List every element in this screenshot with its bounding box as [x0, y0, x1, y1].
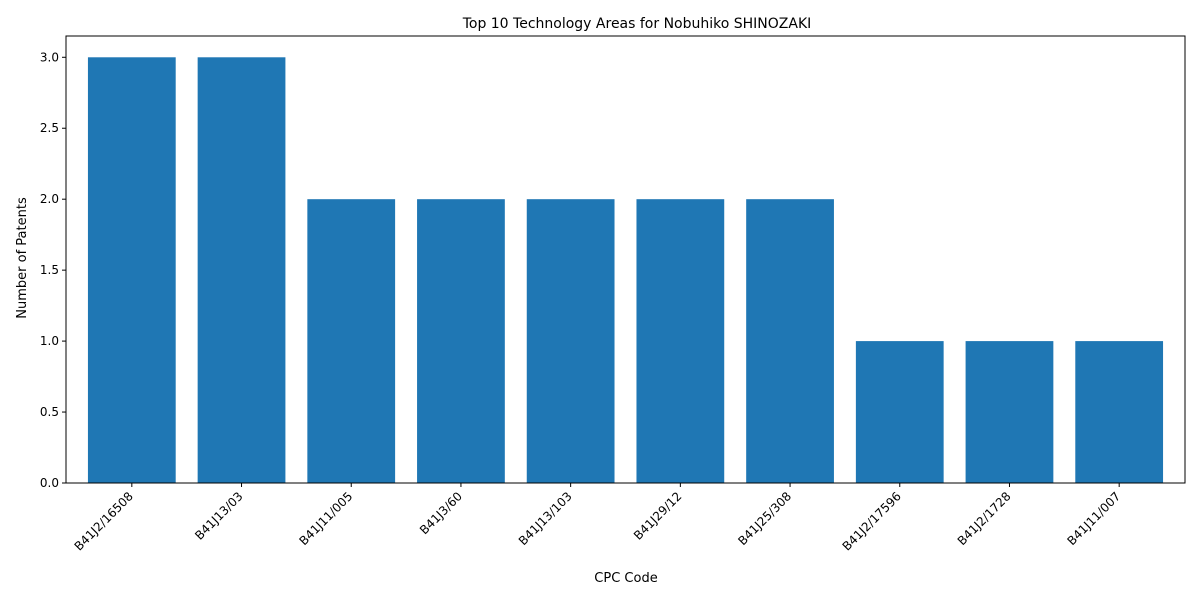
bar	[636, 199, 724, 483]
x-axis: B41J2/16508 B41J13/03 B41J11/005 B41J3/60 B4…	[72, 483, 1124, 554]
bar	[746, 199, 834, 483]
bar	[966, 341, 1054, 483]
y-axis: 0.0 0.5 1.0 1.5 2.0 2.5 3.0	[40, 50, 66, 490]
x-tick-label: B41J13/03	[192, 489, 245, 542]
x-tick-label: B41J13/103	[516, 489, 575, 548]
y-tick-label: 0.0	[40, 476, 59, 490]
bar	[307, 199, 395, 483]
x-tick-label: B41J11/007	[1064, 489, 1123, 548]
y-tick-label: 1.5	[40, 263, 59, 277]
x-tick-label: B41J11/005	[296, 489, 355, 548]
y-tick-label: 0.5	[40, 405, 59, 419]
x-tick-label: B41J2/1728	[955, 489, 1014, 548]
y-tick-label: 1.0	[40, 334, 59, 348]
x-tick-label: B41J29/12	[631, 489, 684, 542]
x-axis-label: CPC Code	[594, 571, 657, 586]
bars-group	[88, 57, 1163, 483]
y-tick-label: 2.0	[40, 192, 59, 206]
y-tick-label: 2.5	[40, 121, 59, 135]
x-tick-label: B41J2/16508	[72, 489, 136, 553]
bar	[856, 341, 944, 483]
bar	[417, 199, 505, 483]
bar	[1075, 341, 1163, 483]
y-tick-label: 3.0	[40, 50, 59, 64]
bar	[88, 57, 176, 483]
x-tick-label: B41J3/60	[417, 489, 465, 537]
x-tick-label: B41J25/308	[735, 489, 794, 548]
chart-title: Top 10 Technology Areas for Nobuhiko SHI…	[462, 16, 812, 32]
y-axis-label: Number of Patents	[15, 197, 30, 319]
bar	[198, 57, 286, 483]
x-tick-label: B41J2/17596	[840, 489, 904, 553]
bar	[527, 199, 615, 483]
